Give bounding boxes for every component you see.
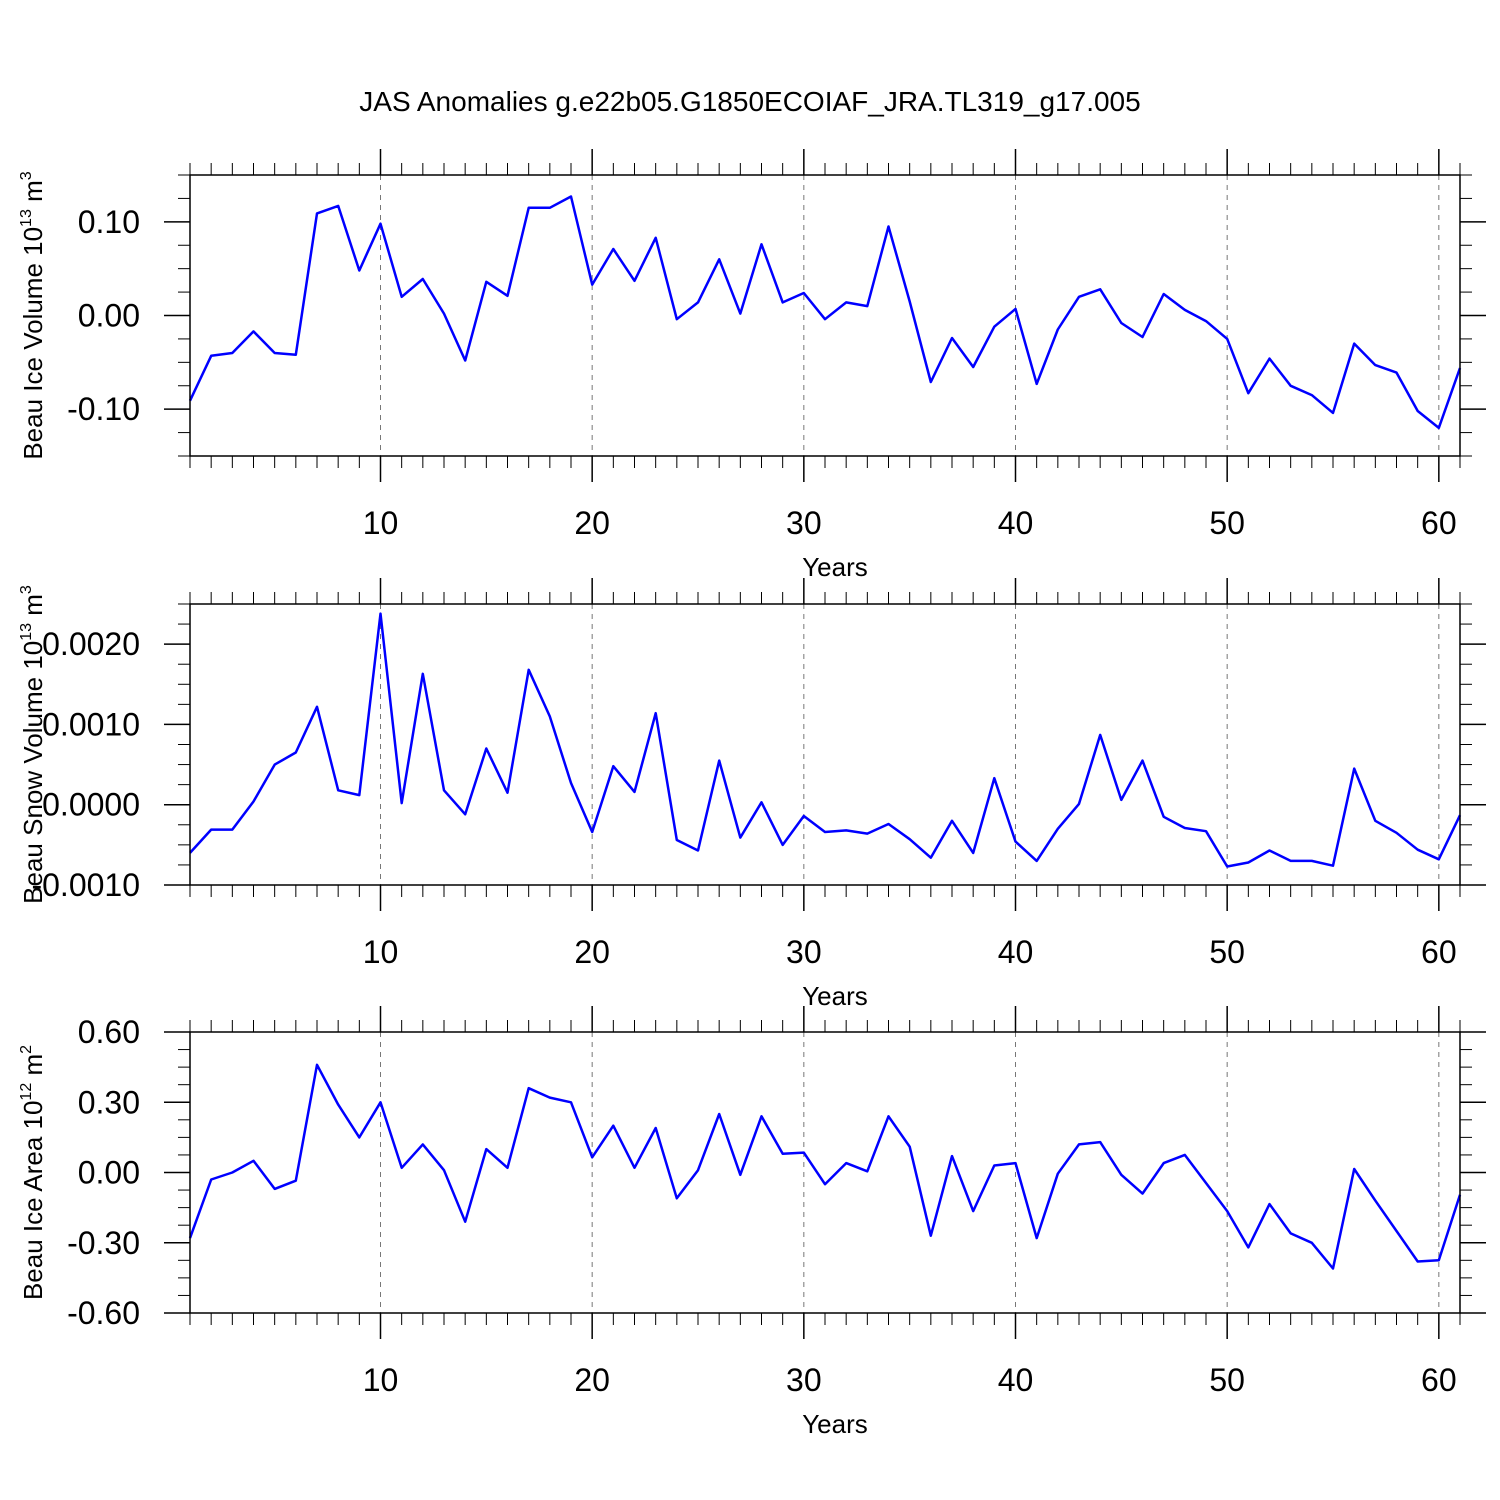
x-axis-label: Years (802, 981, 868, 1011)
panel-2: 10 20 30 40 50 60 -0.0010 0.0000 0.0010 0.0020 Yea… (18, 578, 1486, 1011)
x-tick-label: 10 (363, 934, 399, 970)
x-tick-label: 60 (1421, 934, 1457, 970)
y-tick-label: 0.30 (78, 1084, 140, 1120)
plot-frame (189, 603, 1461, 886)
y-axis-label: Beau Ice Area 1012 m2 (18, 1045, 48, 1300)
series-line (189, 612, 1462, 868)
y-tick-label: -0.0010 (31, 867, 140, 903)
panel-1: 10 20 30 40 50 60 -0.10 0.00 0.10 Years Beau Ice V… (18, 149, 1486, 582)
x-tick-label: 60 (1421, 1362, 1457, 1398)
x-tick-label: 30 (786, 934, 822, 970)
x-axis-label: Years (802, 552, 868, 582)
x-tick-label: 60 (1421, 505, 1457, 541)
y-tick-label: -0.30 (67, 1225, 140, 1261)
x-tick-label: 40 (998, 1362, 1034, 1398)
x-tick-label: 10 (363, 505, 399, 541)
x-tick-label: 30 (786, 1362, 822, 1398)
y-tick-label: 0.00 (78, 298, 140, 334)
x-tick-label: 30 (786, 505, 822, 541)
x-tick-label: 20 (574, 1362, 610, 1398)
y-tick-label: 0.0010 (42, 706, 140, 742)
x-tick-label: 50 (1209, 1362, 1245, 1398)
y-tick-label: 0.0000 (42, 787, 140, 823)
chart-title: JAS Anomalies g.e22b05.G1850ECOIAF_JRA.T… (359, 86, 1140, 117)
y-axis-label: Beau Snow Volume 1013 m3 (18, 585, 48, 904)
y-axis-label: Beau Ice Volume 1013 m3 (18, 171, 48, 459)
plot-frame (189, 174, 1461, 457)
y-tick-label: 0.00 (78, 1155, 140, 1191)
x-tick-label: 20 (574, 934, 610, 970)
x-tick-label: 50 (1209, 505, 1245, 541)
y-tick-label: -0.10 (67, 391, 140, 427)
x-tick-label: 40 (998, 505, 1034, 541)
panel-3: 10 20 30 40 50 60 -0.60 -0.30 0.00 0.30 0.60 Years B… (18, 1006, 1486, 1439)
x-tick-label: 50 (1209, 934, 1245, 970)
y-tick-label: 0.60 (78, 1014, 140, 1050)
plot-frame (189, 1031, 1461, 1314)
x-tick-label: 40 (998, 934, 1034, 970)
y-tick-label: 0.10 (78, 204, 140, 240)
y-tick-label: 0.0020 (42, 626, 140, 662)
x-tick-label: 10 (363, 1362, 399, 1398)
series-line (188, 1063, 1462, 1270)
series-line (188, 195, 1462, 430)
x-tick-label: 20 (574, 505, 610, 541)
x-axis-label: Years (802, 1409, 868, 1439)
y-tick-label: -0.60 (67, 1295, 140, 1331)
